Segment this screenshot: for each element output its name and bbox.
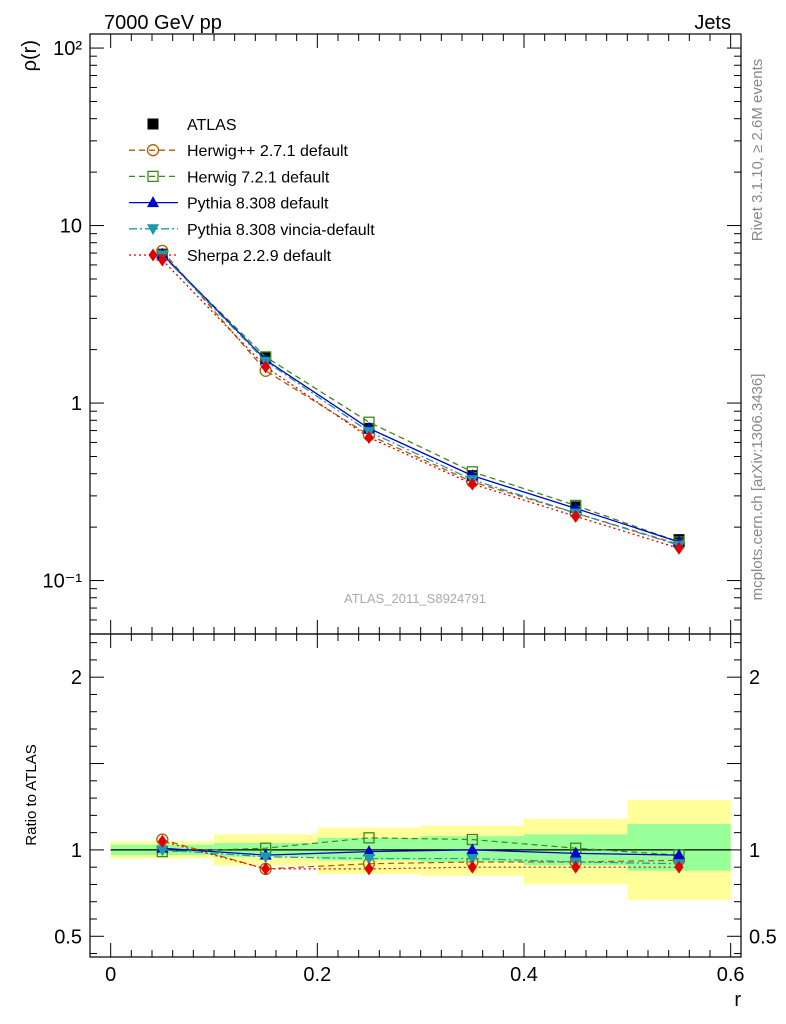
legend-label: Pythia 8.308 default xyxy=(187,196,329,213)
data-point xyxy=(364,430,374,444)
series-herwig-7-2-1-default xyxy=(156,249,685,548)
legend-label: Sherpa 2.2.9 default xyxy=(187,248,332,265)
ratio-y-tick-label-right: 0.5 xyxy=(749,926,777,948)
y-tick-label: 10 xyxy=(60,216,82,238)
series-line xyxy=(161,254,680,543)
data-point xyxy=(157,253,167,267)
ratio-point xyxy=(363,845,375,857)
legend-marker xyxy=(147,170,159,183)
x-tick-label: 0.6 xyxy=(717,964,745,986)
legend-marker xyxy=(146,144,160,157)
ratio-point xyxy=(261,862,271,876)
legend-label: Herwig++ 2.7.1 default xyxy=(187,143,349,160)
legend-entry: Pythia 8.308 vincia-default xyxy=(129,222,375,239)
source-label: mcplots.cern.ch [arXiv:1306.3436] xyxy=(749,374,766,601)
ratio-frame xyxy=(89,633,742,958)
ratio-line xyxy=(162,840,679,870)
data-point xyxy=(571,509,581,523)
ratio-y-tick-label-right: 2 xyxy=(749,667,760,689)
ratio-point xyxy=(363,854,375,866)
ratio-line xyxy=(162,838,680,870)
ratio-point xyxy=(467,860,477,874)
series-herwig-2-7-1-default xyxy=(156,244,686,551)
legend-label: Herwig 7.2.1 default xyxy=(187,169,330,186)
data-point xyxy=(467,477,477,491)
ratio-point xyxy=(156,845,169,857)
x-axis-label: r xyxy=(734,989,741,1011)
ratio-y-tick-label: 1 xyxy=(71,840,82,862)
legend-entry: Herwig 7.2.1 default xyxy=(129,169,330,186)
legend-marker xyxy=(147,196,159,208)
ratio-point xyxy=(466,843,479,855)
legend-entry: Pythia 8.308 default xyxy=(129,196,329,213)
ratio-line xyxy=(162,849,680,865)
axes: 10⁻¹ 1 10 10² 0.5 0.5 1 1 2 2 0 0.2 0.4 0.6 xyxy=(43,33,777,986)
x-tick-label: 0.2 xyxy=(303,964,331,986)
ratio-point xyxy=(364,862,374,876)
ratio-y-tick-label-right: 1 xyxy=(749,840,760,862)
series-line xyxy=(161,259,680,549)
data-point xyxy=(261,360,271,374)
y-tick-label: 10² xyxy=(53,38,82,60)
legend-marker xyxy=(147,118,159,130)
ratio-point xyxy=(673,848,685,860)
data-point xyxy=(674,541,684,555)
legend-marker xyxy=(148,248,158,262)
legend-label: Pythia 8.308 vincia-default xyxy=(187,222,375,239)
series-line xyxy=(161,254,680,546)
watermark: ATLAS_2011_S8924791 xyxy=(344,591,486,606)
ratio-point xyxy=(363,832,375,844)
header-left: 7000 GeV pp xyxy=(104,12,222,34)
ratio-plot-area xyxy=(156,832,686,876)
series-line xyxy=(161,250,680,545)
x-tick-label: 0 xyxy=(105,964,116,986)
series-sherpa-2-2-9-default xyxy=(157,253,684,555)
ratio-point xyxy=(157,834,167,848)
ratio-point xyxy=(571,860,581,874)
y-tick-label: 1 xyxy=(71,393,82,415)
ratio-y-tick-label: 0.5 xyxy=(54,926,82,948)
series-line xyxy=(161,253,680,543)
ratio-point xyxy=(259,852,272,864)
ratio-point xyxy=(674,860,684,874)
ratio-line xyxy=(162,837,680,856)
y-tick-label: 10⁻¹ xyxy=(43,571,83,593)
ratio-y-tick-label: 2 xyxy=(71,667,82,689)
legend-entry: Sherpa 2.2.9 default xyxy=(129,248,332,265)
legend-entry: ATLAS xyxy=(147,117,237,134)
ratio-series-sherpa-2-2-9-default xyxy=(157,834,684,876)
main-y-axis-label: ρ(r) xyxy=(19,40,41,71)
x-tick-label: 0.4 xyxy=(510,964,538,986)
main-plot-area xyxy=(156,244,686,555)
ratio-line xyxy=(162,847,680,856)
ratio-point xyxy=(569,846,582,858)
legend-marker xyxy=(147,224,159,236)
ratio-y-axis-label: Ratio to ATLAS xyxy=(23,744,40,845)
legend: ATLAS Herwig++ 2.7.1 default Herwig 7.2.1 … xyxy=(129,117,375,265)
legend-entry: Herwig++ 2.7.1 default xyxy=(129,143,349,160)
rivet-label: Rivet 3.1.10, ≥ 2.6M events xyxy=(749,59,766,242)
series-pythia-8-308-vincia-default xyxy=(156,250,685,552)
series-atlas xyxy=(156,248,685,546)
legend-label: ATLAS xyxy=(187,117,237,134)
header-right: Jets xyxy=(694,12,731,34)
ratio-point xyxy=(466,854,479,866)
series-pythia-8-308-default xyxy=(156,247,685,547)
